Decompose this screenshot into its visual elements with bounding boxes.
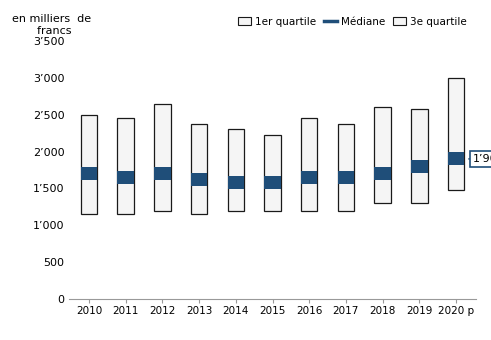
- Bar: [227, 130, 244, 210]
- Bar: [411, 109, 428, 203]
- Bar: [154, 104, 171, 210]
- Bar: [448, 152, 464, 165]
- Bar: [301, 118, 318, 210]
- Bar: [338, 124, 354, 210]
- Bar: [191, 173, 207, 186]
- Bar: [301, 171, 318, 184]
- Bar: [117, 118, 134, 214]
- Bar: [448, 78, 464, 190]
- Legend: 1er quartile, Médiane, 3e quartile: 1er quartile, Médiane, 3e quartile: [234, 13, 471, 31]
- Bar: [81, 115, 97, 214]
- Bar: [264, 135, 281, 210]
- Bar: [154, 167, 171, 180]
- Bar: [411, 160, 428, 173]
- Bar: [81, 167, 97, 180]
- Bar: [227, 176, 244, 189]
- Bar: [264, 176, 281, 189]
- Bar: [191, 124, 207, 214]
- Text: 1’900: 1’900: [473, 154, 491, 164]
- Bar: [338, 171, 354, 184]
- Bar: [374, 167, 391, 180]
- Text: en milliers  de
  francs: en milliers de francs: [12, 14, 91, 36]
- Bar: [117, 171, 134, 184]
- Bar: [374, 107, 391, 203]
